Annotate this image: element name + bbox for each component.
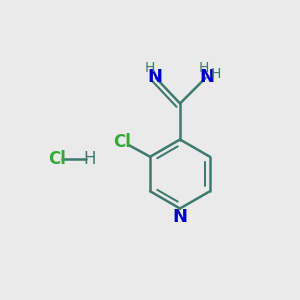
Text: H: H — [144, 61, 154, 75]
Text: Cl: Cl — [48, 150, 66, 168]
Text: H: H — [84, 150, 96, 168]
Text: Cl: Cl — [113, 133, 131, 151]
Text: H: H — [199, 61, 209, 75]
Text: N: N — [147, 68, 162, 85]
Text: N: N — [172, 208, 188, 226]
Text: H: H — [211, 67, 221, 80]
Text: N: N — [200, 68, 214, 85]
